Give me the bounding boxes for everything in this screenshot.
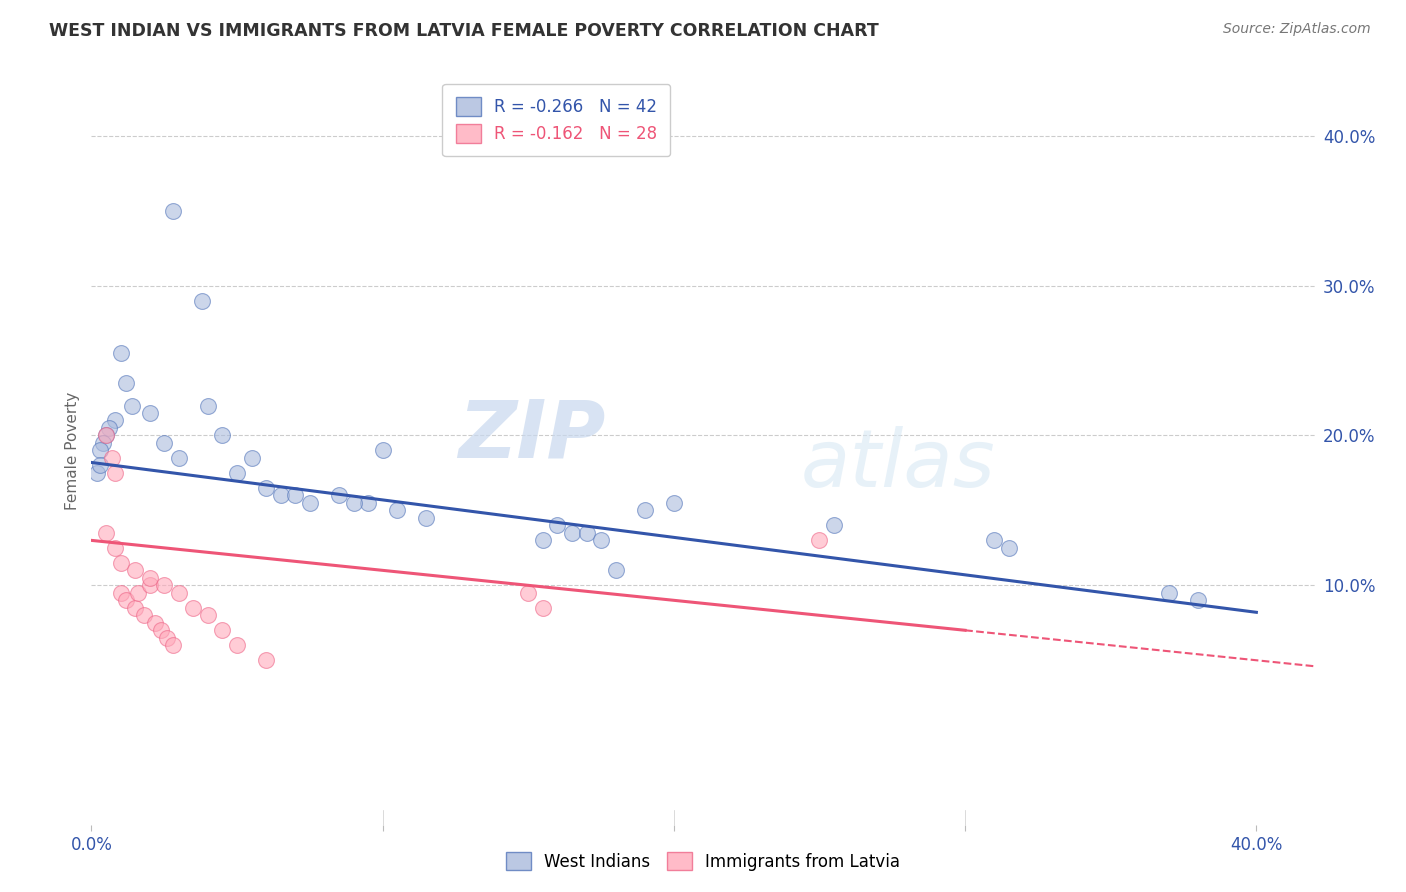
Text: atlas: atlas [801,426,995,505]
Point [138,578,160,592]
Point [1187,593,1209,607]
Point [110,586,132,600]
Point [240,450,263,465]
Point [89,458,111,473]
Point [89,443,111,458]
Point [94,525,117,540]
Legend: West Indians, Immigrants from Latvia: West Indians, Immigrants from Latvia [498,844,908,880]
Point [371,443,394,458]
Point [226,638,249,652]
Point [94,428,117,442]
Point [211,428,233,442]
Point [167,450,190,465]
Point [634,503,657,517]
Point [162,638,184,652]
Point [115,376,138,390]
Point [138,571,160,585]
Point [167,586,190,600]
Point [662,496,685,510]
Point [823,518,845,533]
Point [94,428,117,442]
Point [546,518,568,533]
Text: WEST INDIAN VS IMMIGRANTS FROM LATVIA FEMALE POVERTY CORRELATION CHART: WEST INDIAN VS IMMIGRANTS FROM LATVIA FE… [49,22,879,40]
Point [183,600,205,615]
Point [415,511,437,525]
Point [110,346,132,360]
Point [357,496,380,510]
Point [110,556,132,570]
Point [1157,586,1180,600]
Point [342,496,364,510]
Point [150,624,173,638]
Point [998,541,1021,555]
Point [191,293,214,308]
Point [124,600,146,615]
Point [97,421,120,435]
Point [162,203,184,218]
Point [270,488,292,502]
Point [153,436,176,450]
Point [104,541,127,555]
Point [127,586,149,600]
Point [138,406,160,420]
Point [328,488,350,502]
Point [226,466,249,480]
Point [115,593,138,607]
Point [575,525,598,540]
Point [197,399,219,413]
Point [211,624,233,638]
Point [86,466,108,480]
Point [385,503,409,517]
Point [531,600,554,615]
Point [808,533,831,548]
Point [153,578,176,592]
Point [91,436,114,450]
Point [254,653,277,667]
Legend: R = -0.266   N = 42, R = -0.162   N = 28: R = -0.266 N = 42, R = -0.162 N = 28 [443,84,671,156]
Point [591,533,613,548]
Point [145,615,167,630]
Point [104,466,127,480]
Point [121,399,143,413]
Point [561,525,583,540]
Point [254,481,277,495]
Point [983,533,1005,548]
Y-axis label: Female Poverty: Female Poverty [65,392,80,509]
Point [156,631,179,645]
Point [132,608,155,623]
Point [298,496,321,510]
Point [605,563,627,577]
Point [284,488,307,502]
Point [104,413,127,427]
Point [531,533,554,548]
Text: Source: ZipAtlas.com: Source: ZipAtlas.com [1223,22,1371,37]
Point [124,563,146,577]
Point [197,608,219,623]
Point [517,586,540,600]
Point [101,450,124,465]
Text: ZIP: ZIP [458,396,605,475]
